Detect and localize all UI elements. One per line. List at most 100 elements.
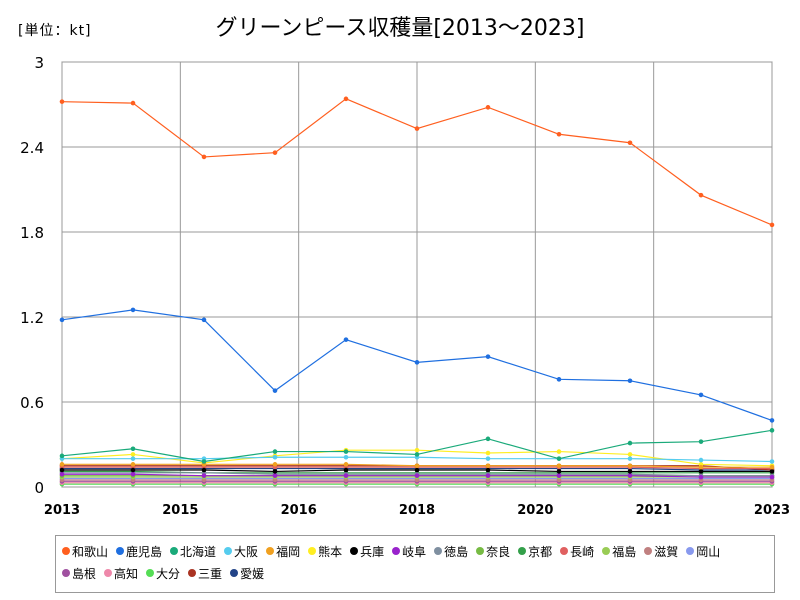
legend-item: 大阪	[224, 540, 258, 562]
data-point-6-8	[627, 469, 633, 474]
data-point-4-8	[627, 463, 633, 469]
legend-label: 岡山	[696, 544, 721, 559]
legend-item: 岡山	[686, 540, 720, 562]
legend-marker	[434, 547, 443, 555]
legend-label: 熊本	[318, 544, 343, 559]
legend-item: 福島	[602, 540, 636, 562]
data-point-5-7	[556, 449, 562, 454]
data-point-0-10	[769, 222, 775, 228]
chart-title: グリーンピース収穫量[2013～2023]	[215, 16, 585, 41]
legend-item: 兵庫	[350, 540, 384, 562]
x-tick-label: 2021	[636, 503, 672, 518]
legend-item: 奈良	[476, 540, 510, 562]
legend-item: 三重	[188, 562, 222, 584]
data-point-2-0	[59, 453, 65, 459]
data-point-1-4	[343, 337, 349, 342]
legend-label: 大阪	[234, 544, 259, 559]
data-point-2-4	[343, 449, 349, 454]
data-point-0-0	[59, 99, 65, 104]
data-point-2-8	[627, 440, 633, 446]
legend-marker	[104, 569, 113, 577]
data-point-7-6	[485, 473, 491, 478]
y-tick-label: 0.6	[20, 394, 44, 412]
data-point-7-2	[201, 473, 207, 478]
data-point-1-9	[698, 392, 704, 398]
data-point-3-6	[485, 456, 491, 461]
legend-item: 福岡	[266, 540, 300, 562]
data-point-4-0	[59, 462, 65, 467]
legend-label: 北海道	[180, 544, 217, 559]
data-point-4-9	[698, 464, 704, 470]
legend-label: 福島	[612, 544, 637, 559]
legend-marker	[644, 547, 653, 555]
legend-marker	[350, 547, 359, 555]
data-point-6-10	[769, 469, 775, 474]
data-point-7-9	[698, 474, 704, 480]
data-point-1-7	[556, 377, 562, 382]
legend-item: 愛媛	[230, 562, 264, 584]
legend-label: 大分	[156, 566, 181, 581]
legend-marker	[188, 569, 197, 577]
legend-item: 滋賀	[644, 540, 678, 562]
legend-marker	[518, 547, 527, 555]
legend-label: 長崎	[570, 544, 595, 559]
legend-label: 京都	[528, 544, 553, 559]
data-point-5-6	[485, 450, 491, 456]
legend-item: 鹿児島	[116, 540, 162, 562]
x-tick-label: 2023	[754, 503, 790, 518]
data-point-1-0	[59, 317, 65, 323]
data-point-4-6	[485, 463, 491, 469]
data-point-0-7	[556, 131, 562, 137]
legend-marker	[266, 547, 275, 555]
legend-item: 北海道	[170, 540, 216, 562]
data-point-0-4	[343, 96, 349, 102]
legend-item: 島根	[62, 562, 96, 584]
data-point-1-6	[485, 354, 491, 359]
data-point-6-0	[59, 467, 65, 473]
data-point-7-0	[59, 471, 65, 477]
x-tick-label: 2013	[44, 503, 80, 518]
legend-item: 岐阜	[392, 540, 426, 562]
legend-marker	[116, 547, 125, 555]
legend-label: 島根	[72, 566, 97, 581]
data-point-6-7	[556, 469, 562, 474]
data-point-2-7	[556, 456, 562, 461]
legend-label: 和歌山	[72, 544, 109, 559]
data-point-6-1	[130, 467, 136, 473]
legend-label: 愛媛	[240, 566, 265, 581]
legend-item: 高知	[104, 562, 138, 584]
legend-marker	[476, 547, 485, 555]
legend-marker	[308, 547, 317, 555]
data-point-4-1	[130, 462, 136, 467]
data-point-4-4	[343, 462, 349, 467]
y-tick-label: 1.2	[20, 309, 44, 327]
data-point-3-3	[272, 454, 278, 460]
data-point-7-4	[343, 473, 349, 478]
legend-item: 徳島	[434, 540, 468, 562]
data-point-2-6	[485, 436, 491, 442]
data-point-3-4	[343, 454, 349, 460]
x-tick-label: 2016	[281, 503, 317, 518]
legend-label: 兵庫	[360, 544, 385, 559]
legend-label: 滋賀	[654, 544, 679, 559]
legend-marker	[170, 547, 179, 555]
legend-label: 高知	[114, 566, 139, 581]
data-point-2-10	[769, 428, 775, 433]
legend-item: 熊本	[308, 540, 342, 562]
y-tick-label: 3	[34, 54, 44, 72]
y-tick-label: 0	[34, 479, 44, 497]
legend-marker	[560, 547, 569, 555]
data-point-7-5	[414, 473, 420, 478]
data-point-1-8	[627, 378, 633, 384]
data-point-5-1	[130, 452, 136, 457]
data-point-2-1	[130, 446, 136, 452]
legend-label: 徳島	[444, 544, 469, 559]
legend-item: 和歌山	[62, 540, 108, 562]
data-point-2-9	[698, 439, 704, 444]
data-point-4-3	[272, 462, 278, 467]
legend-label: 三重	[198, 566, 223, 581]
data-point-1-1	[130, 307, 136, 313]
legend-label: 鹿児島	[126, 544, 163, 559]
data-point-5-5	[414, 447, 420, 453]
legend-marker	[392, 547, 401, 555]
